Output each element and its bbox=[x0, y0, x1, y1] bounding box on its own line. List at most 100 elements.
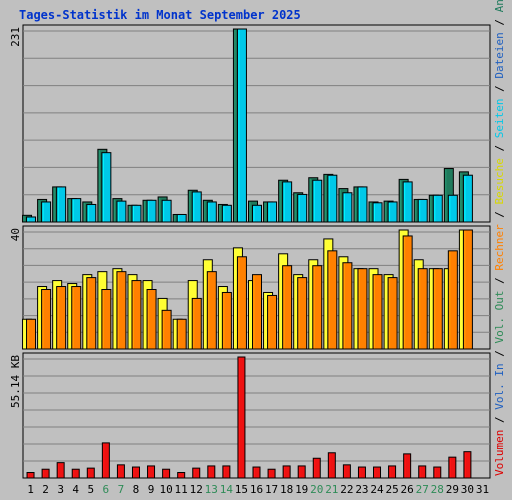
panel-hits-files: 231 bbox=[9, 24, 491, 223]
bar-rechner-day-21 bbox=[327, 250, 338, 350]
bar-volumen-day-28 bbox=[433, 466, 442, 479]
legend-entry: / bbox=[493, 138, 506, 158]
bar-rechner-day-19 bbox=[297, 277, 308, 350]
series-volumen bbox=[26, 356, 472, 479]
bar-dateien-day-16 bbox=[252, 204, 262, 223]
legend-entry: Vol. In bbox=[493, 363, 506, 409]
bar-volumen-day-14 bbox=[222, 465, 231, 479]
x-tick-label: 26 bbox=[401, 483, 414, 496]
bar-volumen-day-9 bbox=[147, 465, 156, 479]
bar-dateien-day-17 bbox=[267, 201, 278, 223]
x-tick-label: 18 bbox=[280, 483, 293, 496]
x-tick-label: 11 bbox=[175, 483, 188, 496]
legend-entry: / bbox=[493, 12, 506, 32]
bar-rechner-day-27 bbox=[417, 268, 428, 350]
panel-visits: 40 bbox=[9, 225, 491, 350]
bar-volumen-day-27 bbox=[418, 465, 427, 479]
bar-dateien-day-14 bbox=[221, 204, 232, 223]
bar-volumen-day-29 bbox=[448, 456, 457, 479]
legend-entry: Dateien bbox=[493, 32, 506, 78]
bar-dateien-day-30 bbox=[462, 174, 473, 223]
x-tick-label: 15 bbox=[235, 483, 248, 496]
bar-dateien-day-3 bbox=[56, 186, 67, 223]
x-tick-label: 3 bbox=[57, 483, 64, 496]
bar-dateien-day-18 bbox=[282, 181, 293, 223]
bar-dateien-day-13 bbox=[206, 201, 217, 223]
x-axis-day-labels: 1 2 3 4 5 6 7 8 9 10 11 12 13 14 15 16 17 18 19 20 21 22 23 24 2… bbox=[27, 483, 489, 496]
bar-volumen-day-2 bbox=[41, 468, 50, 479]
bar-volumen-day-20 bbox=[312, 457, 321, 479]
bar-dateien-day-8 bbox=[131, 204, 142, 223]
bar-rechner-day-10 bbox=[161, 309, 172, 350]
bar-dateien-day-9 bbox=[146, 199, 157, 223]
x-tick-label: 21 bbox=[325, 483, 338, 496]
legend-entry: Besuche bbox=[493, 158, 506, 204]
bar-rechner-day-1 bbox=[26, 318, 37, 350]
bar-volumen-day-24 bbox=[373, 466, 382, 479]
bar-volumen-day-1 bbox=[26, 472, 35, 479]
bar-volumen-day-5 bbox=[86, 467, 95, 479]
bar-rechner-day-5 bbox=[86, 277, 97, 350]
bar-rechner-day-24 bbox=[372, 274, 383, 350]
bar-rechner-day-11 bbox=[176, 318, 187, 350]
x-tick-label: 5 bbox=[87, 483, 94, 496]
bar-dateien-day-4 bbox=[71, 198, 82, 223]
bar-rechner-day-18 bbox=[282, 265, 293, 350]
bar-rechner-day-8 bbox=[131, 280, 142, 350]
legend-entry: / bbox=[493, 271, 506, 291]
legend-entry: Rechner bbox=[493, 224, 506, 271]
bar-dateien-day-12 bbox=[191, 191, 202, 223]
bar-dateien-day-1 bbox=[26, 216, 37, 223]
chart-title: Tages-Statistik im Monat September 2025 bbox=[19, 8, 301, 22]
legend-entry: / bbox=[493, 79, 506, 99]
panel-frame bbox=[22, 352, 491, 479]
x-tick-label: 29 bbox=[446, 483, 459, 496]
bar-rechner-day-9 bbox=[146, 289, 157, 350]
bar-volumen-day-13 bbox=[207, 465, 216, 479]
bar-rechner-day-17 bbox=[267, 294, 278, 350]
bar-volumen-day-23 bbox=[357, 466, 366, 479]
legend-entry: / bbox=[493, 410, 506, 430]
bar-dateien-day-6 bbox=[101, 152, 112, 223]
legend-entry: Anfragen bbox=[493, 0, 506, 12]
bar-volumen-day-19 bbox=[297, 465, 306, 479]
bar-dateien-day-29 bbox=[447, 194, 458, 223]
bar-rechner-day-26 bbox=[402, 235, 413, 350]
y-max-label: 40 bbox=[9, 228, 22, 241]
bar-volumen-day-10 bbox=[162, 468, 171, 479]
bar-dateien-day-10 bbox=[161, 199, 172, 223]
panel-frame bbox=[22, 24, 491, 223]
bar-volumen-day-18 bbox=[282, 465, 291, 479]
bar-rechner-day-25 bbox=[387, 277, 398, 350]
bar-volumen-day-26 bbox=[403, 453, 412, 479]
x-tick-label: 28 bbox=[431, 483, 444, 496]
bar-rechner-day-7 bbox=[116, 271, 127, 350]
bar-rechner-day-22 bbox=[342, 262, 353, 350]
bar-volumen-day-8 bbox=[131, 466, 140, 479]
bar-dateien-day-19 bbox=[297, 193, 308, 223]
x-tick-label: 12 bbox=[190, 483, 203, 496]
y-max-label: 55.14 KB bbox=[9, 355, 22, 408]
x-tick-label: 27 bbox=[416, 483, 429, 496]
x-tick-label: 23 bbox=[355, 483, 368, 496]
x-tick-label: 31 bbox=[476, 483, 489, 496]
bar-rechner-day-14 bbox=[221, 291, 232, 350]
bar-rechner-day-28 bbox=[432, 268, 443, 350]
x-tick-label: 20 bbox=[310, 483, 323, 496]
x-tick-label: 14 bbox=[220, 483, 234, 496]
x-tick-label: 9 bbox=[148, 483, 155, 496]
y-max-label: 231 bbox=[9, 27, 22, 47]
bar-dateien-day-11 bbox=[176, 213, 187, 223]
legend-entry: Vol. Out bbox=[493, 291, 506, 344]
x-tick-label: 16 bbox=[250, 483, 263, 496]
bar-rechner-day-20 bbox=[312, 265, 323, 350]
bar-volumen-day-6 bbox=[101, 442, 110, 479]
x-tick-label: 22 bbox=[340, 483, 353, 496]
bar-dateien-day-25 bbox=[387, 201, 398, 223]
bar-volumen-day-21 bbox=[327, 452, 336, 479]
legend-entry: / bbox=[493, 204, 506, 224]
bar-rechner-day-30 bbox=[462, 229, 473, 350]
bar-rechner-day-16 bbox=[252, 274, 262, 350]
x-tick-label: 8 bbox=[133, 483, 140, 496]
